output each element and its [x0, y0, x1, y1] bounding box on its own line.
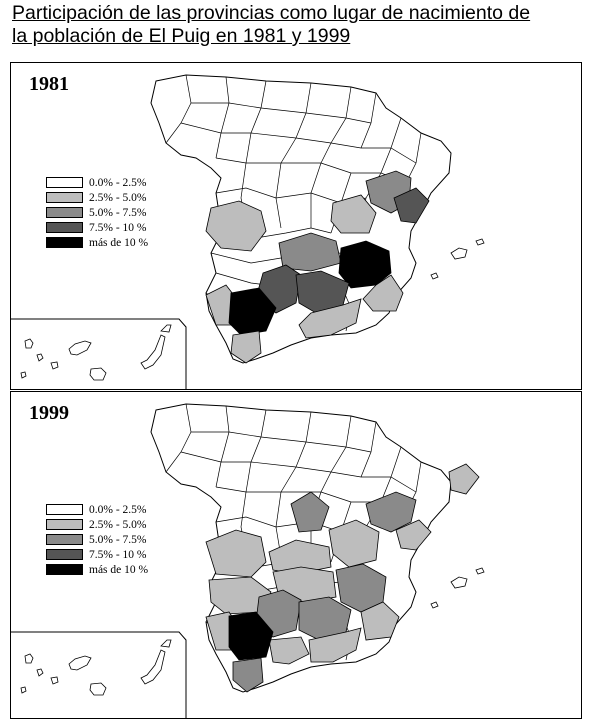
shaded-provinces-1981 — [205, 170, 430, 364]
legend-swatch — [46, 207, 83, 218]
legend-label: 5.0% - 7.5% — [89, 206, 147, 219]
legend-1999: 0.0% - 2.5% 2.5% - 5.0% 5.0% - 7.5% 7.5%… — [46, 502, 148, 577]
legend-swatch — [46, 237, 83, 248]
legend-swatch — [46, 564, 83, 575]
legend-label: 2.5% - 5.0% — [89, 191, 147, 204]
legend-1981: 0.0% - 2.5% 2.5% - 5.0% 5.0% - 7.5% 7.5%… — [46, 175, 148, 250]
panel-year-1999: 1999 — [29, 402, 69, 424]
legend-swatch — [46, 222, 83, 233]
province-caceres — [205, 529, 267, 578]
province-cuenca — [330, 194, 377, 234]
legend-label: 7.5% - 10 % — [89, 221, 147, 234]
balearic-islands — [430, 238, 485, 280]
legend-item: 7.5% - 10 % — [46, 220, 148, 235]
legend-swatch — [46, 177, 83, 188]
province-teruel — [365, 491, 417, 533]
title-line-1: Participación de las provincias como lug… — [12, 2, 531, 24]
province-sevilla — [228, 611, 274, 661]
province-sevilla — [228, 287, 277, 336]
province-barcelona — [448, 463, 480, 495]
legend-item: más de 10 % — [46, 562, 148, 577]
legend-label: 0.0% - 2.5% — [89, 503, 147, 516]
legend-swatch — [46, 519, 83, 530]
province-murcia — [360, 601, 400, 641]
canary-islands — [20, 324, 172, 381]
legend-item: 0.0% - 2.5% — [46, 502, 148, 517]
spain-map-1999 — [11, 403, 485, 718]
legend-swatch — [46, 534, 83, 545]
legend-swatch — [46, 192, 83, 203]
province-granada — [308, 627, 362, 663]
province-castellon — [395, 519, 432, 551]
province-murcia — [362, 274, 404, 312]
province-cuenca — [328, 519, 380, 568]
legend-item: 7.5% - 10 % — [46, 547, 148, 562]
shaded-provinces-1999 — [205, 463, 480, 693]
legend-item: 5.0% - 7.5% — [46, 532, 148, 547]
map-panel-1981: 1981 0.0% - 2.5% 2.5% - 5.0% 5.0% - 7.5%… — [10, 62, 582, 390]
panel-year-1981: 1981 — [29, 73, 69, 95]
province-madrid — [290, 491, 330, 533]
legend-item: más de 10 % — [46, 235, 148, 250]
canary-inset-frame — [11, 318, 187, 389]
spain-map-1981 — [11, 74, 485, 389]
legend-label: 7.5% - 10 % — [89, 548, 147, 561]
map-title: Participación de las provincias como lug… — [12, 2, 582, 48]
legend-label: 2.5% - 5.0% — [89, 518, 147, 531]
province-malaga — [268, 636, 310, 665]
canary-islands — [20, 639, 172, 696]
province-cadiz — [232, 657, 264, 693]
legend-swatch — [46, 504, 83, 515]
province-cadiz — [230, 330, 262, 364]
legend-item: 5.0% - 7.5% — [46, 205, 148, 220]
province-albacete — [338, 240, 392, 289]
province-badajoz — [205, 200, 267, 252]
legend-item: 2.5% - 5.0% — [46, 517, 148, 532]
legend-item: 2.5% - 5.0% — [46, 190, 148, 205]
legend-label: 5.0% - 7.5% — [89, 533, 147, 546]
balearic-islands — [430, 567, 485, 609]
province-toledo — [268, 539, 332, 575]
legend-item: 0.0% - 2.5% — [46, 175, 148, 190]
legend-label: más de 10 % — [89, 236, 149, 249]
title-line-2: la población de El Puig en 1981 y 1999 — [12, 25, 351, 47]
legend-swatch — [46, 549, 83, 560]
map-panel-1999: 1999 0.0% - 2.5% 2.5% - 5.0% 5.0% - 7.5%… — [10, 391, 582, 719]
canary-inset-frame — [11, 631, 187, 718]
legend-label: más de 10 % — [89, 563, 149, 576]
province-castellon — [393, 187, 430, 224]
legend-label: 0.0% - 2.5% — [89, 176, 147, 189]
province-granada — [298, 298, 362, 339]
